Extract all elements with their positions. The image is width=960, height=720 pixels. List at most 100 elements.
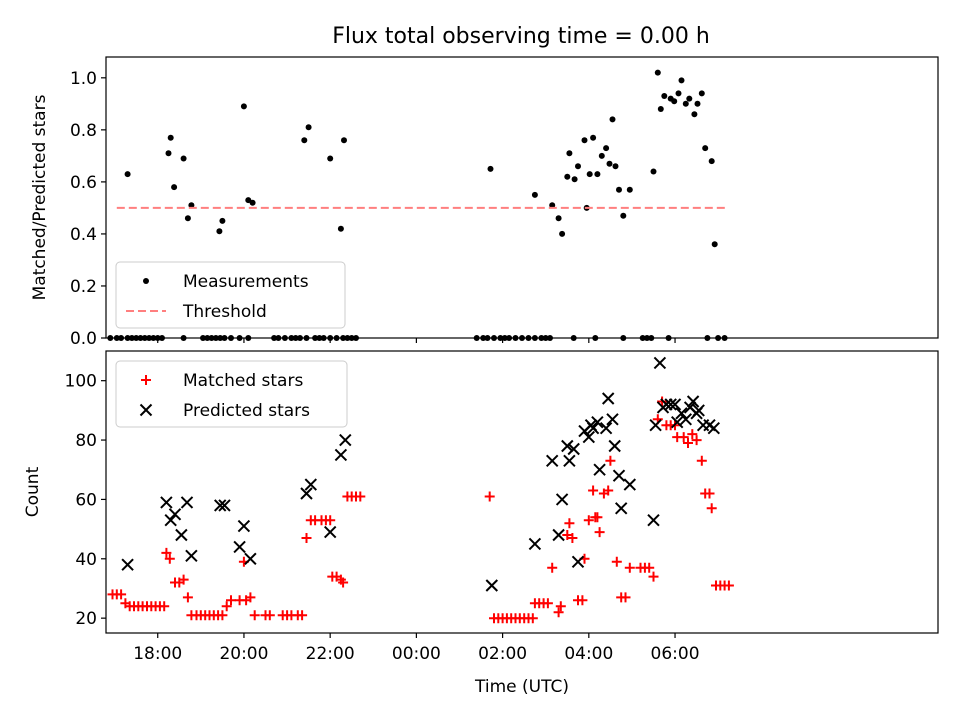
measurement-point (555, 215, 562, 222)
measurement-point (305, 124, 312, 131)
y-axis-label: Count (23, 466, 43, 517)
predicted-stars-point (649, 418, 662, 432)
matched-stars-point (182, 592, 193, 603)
predicted-stars-point (593, 463, 606, 476)
x-tick-label: 06:00 (651, 644, 700, 664)
matched-stars-point (620, 592, 631, 603)
predicted-stars-point (599, 421, 613, 435)
predicted-stars-point (323, 525, 337, 539)
measurement-point (531, 191, 538, 198)
measurement-point (341, 137, 347, 144)
matched-stars-point (562, 530, 573, 540)
matched-stars-point (611, 556, 622, 567)
matched-stars-point (723, 580, 734, 591)
measurement-point (124, 171, 131, 178)
predicted-stars-point (582, 430, 596, 444)
legend-measurements-marker (143, 278, 149, 284)
y-tick-label: 80 (75, 431, 97, 451)
legend-label: Predicted stars (183, 401, 310, 421)
measurement-point (184, 215, 191, 222)
predicted-stars-point (180, 496, 194, 509)
chart-title: Flux total observing time = 0.00 h (332, 24, 710, 49)
measurement-point (171, 184, 178, 191)
measurement-point (188, 202, 195, 209)
predicted-stars-point (647, 513, 660, 527)
x-axis-label: Time (UTC) (474, 677, 569, 697)
matched-stars-point (704, 488, 715, 499)
predicted-stars-point (175, 528, 188, 542)
x-tick-label: 02:00 (478, 644, 527, 664)
predicted-stars-point (244, 552, 257, 566)
predicted-stars-point (485, 579, 499, 592)
predicted-stars-point (168, 508, 182, 521)
matched-stars-point (553, 607, 564, 618)
matched-stars-point (567, 533, 578, 543)
matched-stars-point (249, 610, 260, 621)
predicted-stars-point (692, 404, 705, 417)
matched-stars-point (624, 562, 635, 573)
measurement-point (682, 100, 689, 107)
matched-stars-point (355, 491, 366, 502)
predicted-stars-point (571, 555, 585, 569)
measurement-point (594, 171, 601, 178)
measurement-point (586, 171, 593, 178)
predicted-stars-point (653, 356, 667, 370)
matched-stars-point (564, 518, 575, 529)
measurement-point (661, 93, 668, 99)
legend-matched-marker (141, 375, 151, 385)
measurement-point (671, 98, 678, 105)
matched-stars-point (226, 595, 236, 606)
predicted-stars-point (675, 407, 688, 420)
matched-stars-point (687, 429, 698, 440)
measurement-point (603, 145, 610, 152)
axes-frame (105, 350, 939, 634)
measurement-point (675, 90, 682, 97)
predicted-stars-point (339, 433, 352, 447)
legend-label: Threshold (182, 302, 267, 322)
measurement-point (708, 158, 715, 165)
predicted-stars-point (563, 454, 576, 468)
predicted-stars-point (164, 513, 177, 527)
matched-stars-point (605, 455, 616, 466)
matched-stars-point (264, 610, 275, 621)
measurement-point (571, 176, 578, 183)
measurement-point (620, 212, 627, 219)
predicted-stars-point (300, 487, 313, 500)
measurement-point (616, 186, 622, 193)
measurement-point (575, 163, 581, 170)
predicted-stars-point (567, 442, 580, 456)
measurement-point (549, 202, 556, 209)
matched-stars-point (603, 485, 614, 496)
measurement-point (606, 160, 613, 167)
predicted-stars-point (686, 395, 700, 408)
plot-area (107, 356, 734, 624)
measurement-point (180, 155, 187, 162)
legend: Measurements Threshold (115, 261, 346, 329)
measurement-point (487, 165, 494, 172)
measurement-point (609, 116, 616, 123)
predicted-stars-point (545, 454, 559, 468)
predicted-stars-point (528, 537, 542, 551)
matched-stars-point (696, 455, 707, 466)
matched-stars-point (577, 595, 588, 606)
matched-stars-point (644, 562, 655, 573)
measurement-point (590, 134, 597, 141)
measurement-point (657, 106, 664, 112)
matched-stars-point (592, 512, 603, 523)
predicted-stars-point (334, 448, 348, 462)
measurement-point (249, 199, 256, 206)
predicted-stars-point (601, 392, 615, 405)
matched-stars-point (161, 547, 172, 558)
y-tick-label: 0.0 (70, 329, 97, 349)
y-tick-label: 60 (75, 490, 97, 510)
y-tick-label: 1.0 (70, 69, 97, 89)
x-tick-label: 18:00 (133, 644, 182, 664)
predicted-stars-point (664, 398, 677, 411)
measurement-point (327, 155, 334, 162)
matched-stars-point (178, 574, 189, 585)
top-axes: 0.0 0.2 0.4 0.6 0.8 1.0 Matched/Predicted star… (30, 56, 939, 349)
predicted-stars-point (237, 519, 251, 533)
measurement-point (165, 150, 172, 157)
